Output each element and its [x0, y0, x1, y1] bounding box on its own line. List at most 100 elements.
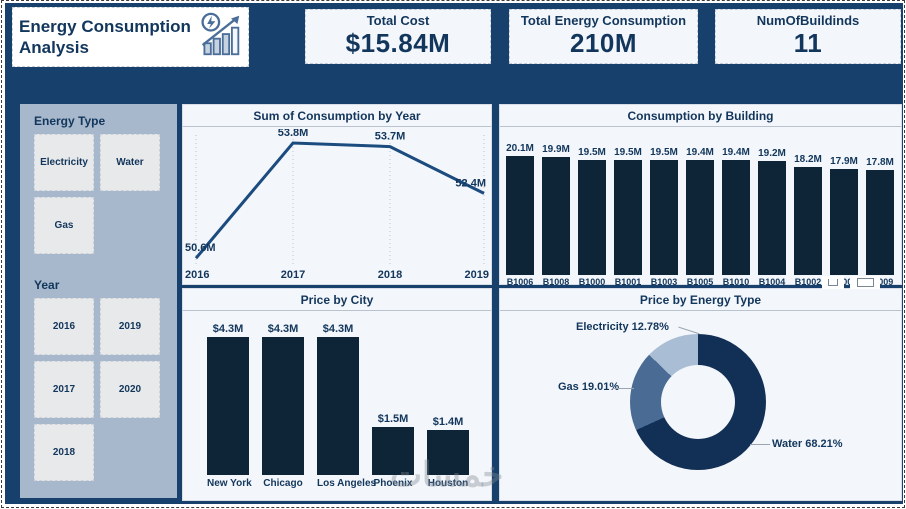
bar-chicago[interactable]: [262, 337, 304, 475]
bar-value-label: $4.3M: [322, 323, 354, 335]
bar-value-label: 20.1M: [506, 143, 534, 154]
filter-option-2017[interactable]: 2017: [34, 361, 94, 418]
bar-value-label: $1.4M: [432, 416, 464, 428]
bar-b1009[interactable]: [866, 170, 894, 275]
bar-value-label: 19.5M: [614, 147, 642, 158]
consumption-line[interactable]: [194, 141, 485, 260]
bar-category-label: B1001: [614, 277, 642, 287]
bar-category-label: B1002: [794, 277, 822, 287]
x-axis-label: 2018: [378, 269, 402, 281]
donut-label-electricity: Electricity 12.78%: [576, 321, 669, 333]
bar-value-label: $4.3M: [212, 323, 244, 335]
city-chart-panel: Price by City $4.3M $4.3M $4.3M $1.5M $1.4M …: [182, 288, 492, 501]
bar-b1007[interactable]: [830, 169, 858, 275]
dashboard-canvas: Energy Consumption Analysis Total Cost $…: [5, 3, 903, 504]
leader-line: [678, 326, 700, 335]
filter-option-2019[interactable]: 2019: [100, 298, 160, 355]
bar-category-label: B1007: [830, 277, 858, 287]
city-axis-labels: New York Chicago Los Angeles Phoenix Houston: [207, 478, 469, 489]
kpi-value: $15.84M: [345, 28, 451, 58]
bar-category-label: B1003: [650, 277, 678, 287]
bar-category-label: B1000: [578, 277, 606, 287]
line-chart-title: Sum of Consumption by Year: [183, 105, 491, 127]
building-chart-panel: Consumption by Building 20.1M 19.9M 19.5M 1…: [499, 104, 902, 287]
bar-category-label: B1004: [758, 277, 786, 287]
bar-new-york[interactable]: [207, 337, 249, 475]
line-chart-panel: Sum of Consumption by Year 50.6M 53.8M 53.…: [182, 104, 492, 285]
bar-category-label: Los Angeles: [317, 478, 377, 489]
leader-line: [750, 444, 770, 445]
bar-category-label: B1008: [542, 277, 570, 287]
bar-value-label: 19.4M: [722, 147, 750, 158]
filter-option-2020[interactable]: 2020: [100, 361, 160, 418]
bar-category-label: B1009: [866, 277, 894, 287]
trend-arrow-icon: [201, 16, 239, 46]
filter-option-water[interactable]: Water: [100, 134, 160, 191]
bar-category-label: B1010: [722, 277, 750, 287]
x-axis-label: 2019: [465, 269, 489, 281]
bar-value-label: 19.9M: [542, 144, 570, 155]
filter-option-2016[interactable]: 2016: [34, 298, 94, 355]
page-title: Energy Consumption Analysis: [19, 16, 191, 57]
bar-b1002[interactable]: [794, 167, 822, 275]
bar-b1005[interactable]: [686, 160, 714, 275]
donut-chart-panel: Price by Energy Type Electricity 12.78% …: [499, 288, 902, 501]
year-slicer-header: Year: [34, 278, 60, 292]
filter-option-2018[interactable]: 2018: [34, 424, 94, 481]
donut-chart-title: Price by Energy Type: [500, 289, 901, 311]
line-value-label: 50.6M: [185, 242, 216, 254]
filter-option-gas[interactable]: Gas: [34, 197, 94, 254]
bar-b1001[interactable]: [614, 160, 642, 275]
bar-category-label: Houston: [427, 478, 469, 489]
city-chart-title: Price by City: [183, 289, 491, 311]
kpi-total-energy-consumption: Total Energy Consumption 210M: [509, 9, 698, 64]
x-axis-label: 2016: [185, 269, 209, 281]
bar-value-label: 17.8M: [866, 157, 894, 168]
bar-category-label: B1005: [686, 277, 714, 287]
building-axis-labels: B1006 B1008 B1000 B1001 B1003 B1005 B1010 B1004…: [506, 277, 894, 287]
bar-b1003[interactable]: [650, 160, 678, 275]
kpi-label: Total Cost: [366, 13, 430, 28]
bar-phoenix[interactable]: [372, 427, 414, 475]
focus-mode-icon[interactable]: [822, 276, 844, 289]
x-axis-label: 2017: [281, 269, 305, 281]
bar-category-label: B1006: [506, 277, 534, 287]
line-value-label: 53.7M: [375, 131, 406, 143]
bar-b1010[interactable]: [722, 160, 750, 275]
price-by-city-bars: $4.3M $4.3M $4.3M $1.5M $1.4M: [207, 323, 469, 475]
bar-b1000[interactable]: [578, 160, 606, 275]
bar-value-label: 19.2M: [758, 148, 786, 159]
leader-line: [612, 388, 634, 389]
bar-category-label: New York: [207, 478, 252, 489]
kpi-num-of-buildings: NumOfBuildinds 11: [715, 9, 901, 64]
bar-value-label: $1.5M: [377, 413, 409, 425]
bar-houston[interactable]: [427, 430, 469, 475]
donut-hole: [661, 365, 735, 439]
bar-los-angeles[interactable]: [317, 337, 359, 475]
energy-type-slicer-header: Energy Type: [34, 114, 106, 128]
bar-value-label: 18.2M: [794, 154, 822, 165]
year-slicer: 2016 2019 2017 2020 2018: [34, 298, 164, 481]
filter-sidebar: Energy Type Electricity Water Gas Year 201…: [20, 104, 177, 498]
line-value-label: 53.8M: [278, 129, 309, 139]
filter-option-electricity[interactable]: Electricity: [34, 134, 94, 191]
bar-value-label: $4.3M: [267, 323, 299, 335]
energy-type-slicer: Electricity Water Gas: [34, 134, 164, 254]
filter-icon[interactable]: [850, 276, 880, 289]
building-chart-title: Consumption by Building: [500, 105, 901, 127]
price-by-energy-type-donut[interactable]: [630, 334, 766, 470]
bar-growth-icon: [203, 41, 212, 55]
bar-category-label: Chicago: [263, 478, 303, 489]
kpi-value: 11: [793, 28, 823, 58]
bar-b1004[interactable]: [758, 161, 786, 275]
consumption-by-year-line-chart[interactable]: 50.6M 53.8M 53.7M 52.4M 2016 2017 2018 2019: [183, 127, 491, 281]
bar-b1008[interactable]: [542, 157, 570, 275]
donut-label-gas: Gas 19.01%: [558, 381, 620, 393]
donut-label-water: Water 68.21%: [772, 438, 843, 450]
consumption-by-building-bars: 20.1M 19.9M 19.5M 19.5M 19.5M 19.4M 19.4M 19.2M…: [506, 133, 894, 275]
bar-category-label: Phoenix: [373, 478, 413, 489]
bar-b1006[interactable]: [506, 156, 534, 275]
kpi-total-cost: Total Cost $15.84M: [305, 9, 491, 64]
kpi-label: NumOfBuildinds: [756, 13, 860, 28]
bar-value-label: 19.5M: [650, 147, 678, 158]
